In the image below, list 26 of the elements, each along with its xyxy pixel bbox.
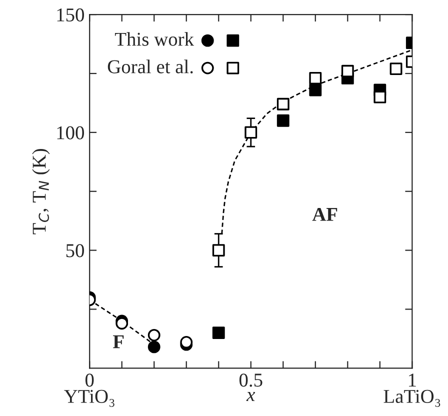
point	[309, 84, 322, 96]
point	[276, 98, 290, 110]
x-axis-title: x	[246, 392, 256, 401]
legend-label: Goral et al.	[108, 60, 193, 74]
point	[341, 64, 354, 78]
legend-label: This work	[114, 32, 194, 46]
annotation: AF	[312, 208, 338, 221]
point	[116, 317, 128, 330]
x-tick-label: 1 LaTiO₃	[384, 374, 440, 407]
y-tick-label: 150	[57, 8, 84, 22]
y-tick-label: 50	[66, 244, 84, 258]
point	[212, 326, 225, 340]
point	[309, 72, 322, 84]
y-axis-title: T$_{C}$, T$_{N}$ (K)	[32, 149, 50, 234]
point	[148, 328, 160, 342]
point	[390, 62, 402, 75]
point	[180, 336, 193, 348]
annotation: F	[113, 335, 124, 348]
y-tick-label: 100	[57, 126, 84, 140]
x-tick-label: 0 YTiO₃	[64, 374, 114, 407]
point	[276, 114, 290, 127]
point	[148, 340, 160, 354]
point	[244, 126, 258, 139]
x-tick-label: 0.5	[239, 374, 262, 387]
point	[212, 244, 225, 257]
point	[374, 90, 386, 104]
